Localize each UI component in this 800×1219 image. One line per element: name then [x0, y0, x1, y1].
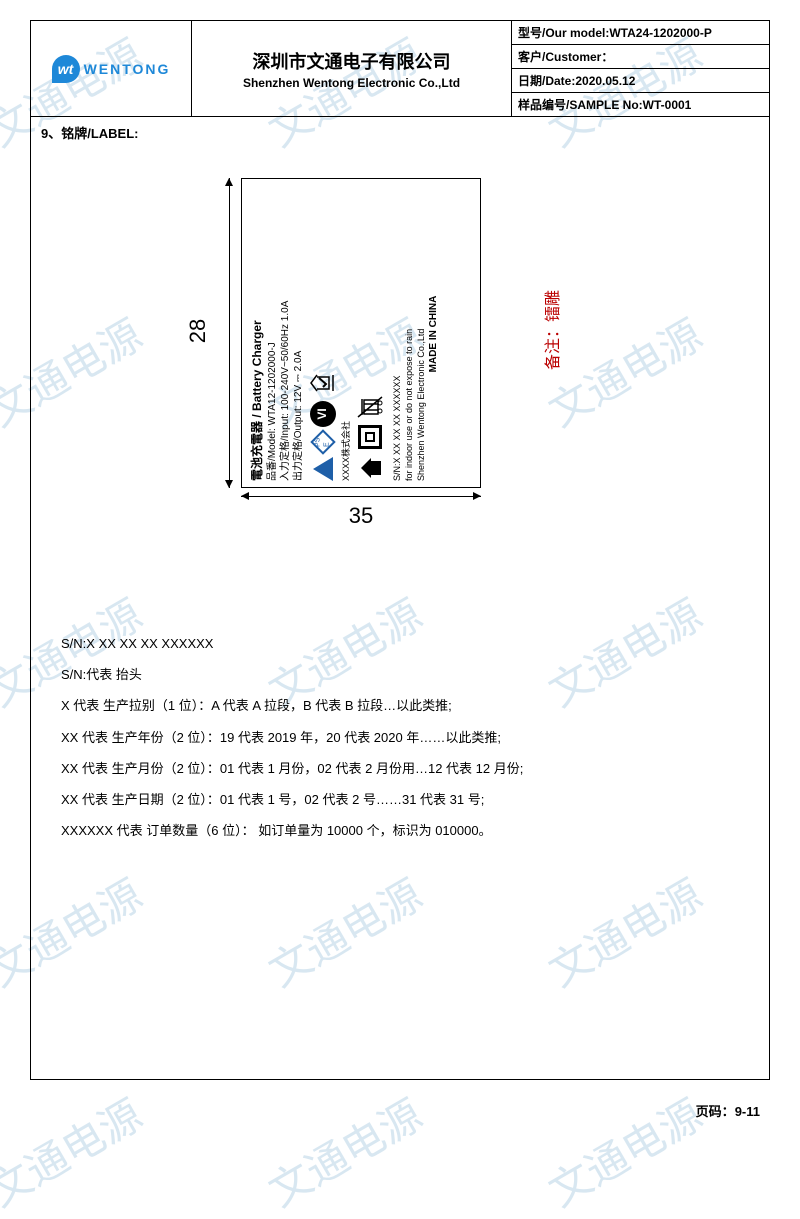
- date-label: 日期/Date:: [518, 72, 575, 89]
- logo-cell: wt WENTONG: [31, 21, 191, 116]
- label-company-jp: XXXX株式会社: [341, 187, 353, 481]
- sn-line6: XX 代表 生产日期（2 位）：01 代表 1 号，02 代表 2 号……31 …: [61, 784, 739, 815]
- product-label-box: 電池充電器 / Battery Charger 品番/Model: WTA12-…: [241, 178, 481, 488]
- label-indoor-text: for indoor use or do not expose to rain: [404, 187, 416, 481]
- logo: wt WENTONG: [52, 55, 171, 83]
- dimension-height: 28: [185, 319, 211, 343]
- label-title: 電池充電器 / Battery Charger: [250, 187, 266, 481]
- info-column: 型号/Our model: WTA24-1202000-P 客户/Custome…: [511, 21, 769, 116]
- label-note: 备注：镭雕: [539, 290, 563, 370]
- watermark: 文通电源: [256, 1082, 432, 1219]
- model-label: 型号/Our model:: [518, 24, 609, 41]
- ce-check-icon: [309, 371, 337, 395]
- sample-cell: 样品编号/SAMPLE No: WT-0001: [511, 93, 769, 116]
- sample-value: WT-0001: [643, 98, 692, 112]
- label-diagram: 28 電池充電器 / Battery Charger 品番/Model: WTA…: [31, 148, 769, 618]
- model-value: WTA24-1202000-P: [609, 26, 712, 40]
- label-input: 入力定格/Input: 100-240V~50/60Hz 1.0A: [279, 187, 292, 481]
- label-model: 品番/Model: WTA12-1202000-J: [266, 187, 279, 481]
- tuv-triangle-icon: [313, 457, 333, 481]
- sn-line4: XX 代表 生产年份（2 位）：19 代表 2019 年，20 代表 2020 …: [61, 722, 739, 753]
- efficiency-vi-icon: VI: [310, 401, 336, 427]
- double-insulation-icon: [358, 425, 382, 449]
- customer-cell: 客户/Customer：: [511, 45, 769, 69]
- weee-bin-icon: [356, 395, 384, 419]
- sn-line1: S/N:X XX XX XX XXXXXX: [61, 628, 739, 659]
- page-num-value: 9-11: [735, 1104, 760, 1119]
- company-cell: 深圳市文通电子有限公司 Shenzhen Wentong Electronic …: [191, 21, 511, 116]
- header: wt WENTONG 深圳市文通电子有限公司 Shenzhen Wentong …: [31, 21, 769, 117]
- logo-icon: wt: [52, 55, 80, 83]
- company-name-cn: 深圳市文通电子有限公司: [253, 48, 451, 74]
- dimension-line-horizontal: [241, 496, 481, 497]
- label-output: 出力定格/Output: 12V ⎓ 2.0A: [292, 187, 305, 481]
- pse-diamond-icon: PSE: [310, 429, 335, 454]
- section-title: 9、铭牌/LABEL:: [31, 117, 769, 148]
- sn-line5: XX 代表 生产月份（2 位）：01 代表 1 月份，02 代表 2 月份用…1…: [61, 753, 739, 784]
- dimension-line-vertical: [229, 178, 230, 488]
- cert-icons-row1: PSE VI: [309, 187, 337, 481]
- label-manufacturer: Shenzhen Wentong Electronic Co.,Ltd: [416, 187, 428, 481]
- product-label-content: 電池充電器 / Battery Charger 品番/Model: WTA12-…: [250, 187, 474, 481]
- page-number: 页码：9-11: [696, 1101, 760, 1120]
- sn-line2: S/N:代表 抬头: [61, 659, 739, 690]
- sn-line3: X 代表 生产拉别（1 位）：A 代表 A 拉段，B 代表 B 拉段…以此类推;: [61, 690, 739, 721]
- sample-label: 样品编号/SAMPLE No:: [518, 96, 643, 113]
- watermark: 文通电源: [0, 1082, 152, 1219]
- label-made-in: MADE IN CHINA: [427, 187, 440, 481]
- logo-text: WENTONG: [84, 61, 171, 77]
- date-cell: 日期/Date: 2020.05.12: [511, 69, 769, 93]
- sn-line7: XXXXXX 代表 订单数量（6 位）： 如订单量为 10000 个，标识为 0…: [61, 815, 739, 846]
- customer-label: 客户/Customer：: [518, 48, 613, 65]
- cert-icons-row2: [356, 187, 384, 481]
- page-num-label: 页码：: [696, 1104, 735, 1119]
- page-frame: wt WENTONG 深圳市文通电子有限公司 Shenzhen Wentong …: [30, 20, 770, 1080]
- sn-explanation: S/N:X XX XX XX XXXXXX S/N:代表 抬头 X 代表 生产拉…: [31, 618, 769, 856]
- dimension-width: 35: [241, 503, 481, 529]
- label-sn: S/N:X XX XX XX XXXXXX: [392, 187, 404, 481]
- watermark: 文通电源: [536, 1082, 712, 1219]
- company-name-en: Shenzhen Wentong Electronic Co.,Ltd: [243, 76, 460, 90]
- date-value: 2020.05.12: [575, 74, 635, 88]
- model-cell: 型号/Our model: WTA24-1202000-P: [511, 21, 769, 45]
- indoor-house-icon: [357, 455, 383, 481]
